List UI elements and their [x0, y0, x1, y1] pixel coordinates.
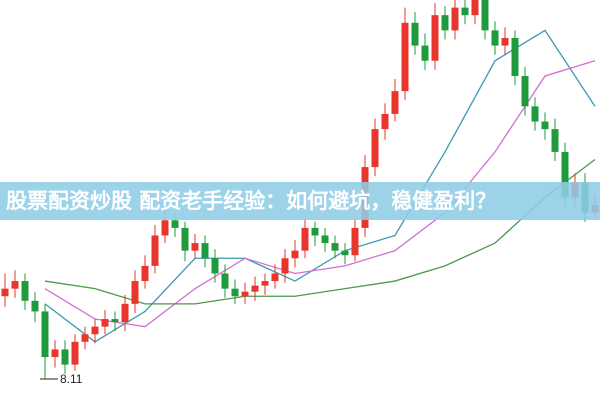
candle-body — [301, 227, 309, 251]
candle-body — [411, 22, 419, 46]
candle-body — [71, 341, 79, 365]
candle-body — [431, 15, 439, 61]
candle-body — [381, 113, 389, 130]
candle-body — [321, 235, 329, 244]
candle-body — [131, 281, 139, 304]
candle-body — [441, 15, 449, 31]
candle-body — [551, 129, 559, 152]
candle-body — [461, 7, 469, 16]
candle-body — [11, 281, 19, 289]
moving-average-line — [44, 29, 596, 343]
candle-body — [211, 258, 219, 274]
candle-body — [331, 243, 339, 251]
candle-body — [61, 349, 69, 365]
candle-body — [451, 7, 459, 31]
candle-body — [541, 121, 549, 130]
candle-body — [261, 281, 269, 286]
candle-body — [561, 151, 569, 198]
candle-body — [111, 319, 119, 323]
banner — [0, 182, 600, 220]
candle-body — [41, 311, 49, 358]
candle-body — [201, 243, 209, 259]
candle-body — [531, 106, 539, 122]
candle-body — [511, 37, 519, 76]
candle-body — [471, 0, 479, 16]
candle-body — [221, 273, 229, 289]
candle-body — [401, 22, 409, 92]
low-annotation: 8.11 — [60, 372, 83, 386]
candle-body — [121, 303, 129, 323]
candle-body — [151, 235, 159, 266]
candle-body — [171, 220, 179, 228]
candle-body — [81, 334, 89, 342]
candle-body — [491, 30, 499, 46]
candle-body — [371, 129, 379, 168]
candle-body — [241, 291, 249, 297]
candle-body — [271, 273, 279, 282]
candle-body — [191, 243, 199, 251]
candle-body — [31, 300, 39, 312]
candle-body — [231, 288, 239, 297]
candle-body — [181, 227, 189, 251]
candle-body — [311, 227, 319, 236]
moving-average-line — [44, 60, 596, 328]
candle-body — [161, 220, 169, 236]
candle-body — [51, 349, 59, 358]
candle-body — [101, 319, 109, 327]
moving-average-line — [44, 159, 596, 305]
candle-body — [141, 265, 149, 282]
candle-body — [391, 91, 399, 114]
candle-body — [421, 45, 429, 61]
chart-title: 股票配资炒股 配资老手经验：如何避坑，稳健盈利？ — [6, 189, 496, 213]
candle-body — [251, 285, 259, 292]
candle-body — [91, 326, 99, 335]
candle-body — [21, 281, 29, 301]
candle-body — [351, 227, 359, 256]
candle-body — [281, 258, 289, 274]
candle-body — [481, 0, 489, 31]
candle-body — [341, 250, 349, 256]
candle-body — [521, 75, 529, 107]
candle-body — [501, 37, 509, 46]
candle-body — [291, 250, 299, 259]
candle-body — [1, 288, 9, 297]
